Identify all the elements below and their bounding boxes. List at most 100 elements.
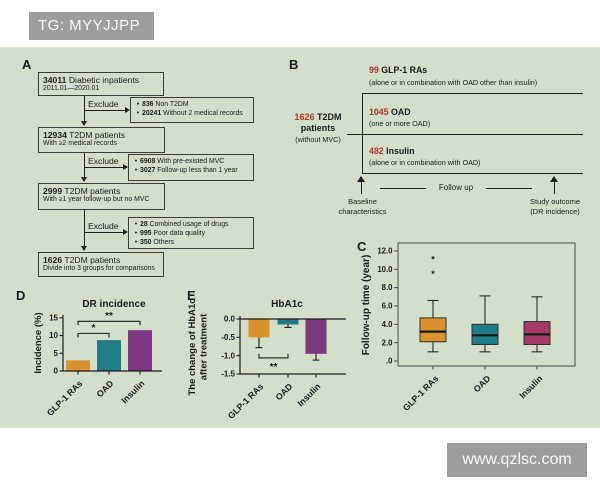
arrow-right-icon xyxy=(123,163,128,170)
arrow-down-icon xyxy=(81,177,87,182)
flow-box-t2dm-1626: 1626 T2DM patients Divide into 3 groups … xyxy=(38,252,164,277)
followup-line-left xyxy=(380,188,426,189)
branch-bracket xyxy=(362,93,363,174)
flow-box-subtitle: Divide into 3 groups for comparisons xyxy=(43,265,155,273)
exclude-item: • 20241 Without 2 medical records xyxy=(134,109,251,118)
branch-subtitle-glp1: (alone or in combination with OAD other … xyxy=(369,78,538,87)
svg-text:15: 15 xyxy=(49,313,58,322)
svg-text:*: * xyxy=(92,323,96,334)
panel-e-label: E xyxy=(187,288,196,303)
bullet-icon: • xyxy=(134,239,138,247)
exclude-item: • 350 Others xyxy=(132,238,251,247)
flow-connector xyxy=(84,110,125,111)
bullet-icon: • xyxy=(136,110,140,118)
svg-text:-1.5: -1.5 xyxy=(221,370,235,379)
branch-line-glp1 xyxy=(362,93,583,94)
exclude-item: • 3027 Follow-up less than 1 year xyxy=(132,166,251,175)
flow-box-subtitle: With ≥1 year follow-up but no MVC xyxy=(43,196,150,204)
svg-text:4.0: 4.0 xyxy=(382,320,394,329)
svg-text:HbA1c: HbA1c xyxy=(271,299,303,310)
exclude-item: • 836 Non T2DM xyxy=(134,100,251,109)
svg-text:Follow-up time (year): Follow-up time (year) xyxy=(361,255,372,356)
flow-box-title: 1626 T2DM patients xyxy=(43,255,121,265)
svg-text:GLP-1 RAs: GLP-1 RAs xyxy=(401,373,441,413)
study-outcome-label: Study outcome (DR incidence) xyxy=(529,197,581,216)
flow-box-title: 2999 T2DM patients xyxy=(43,186,121,196)
branch-title-insulin: 482 Insulin xyxy=(369,146,415,156)
exclude-box-2: • 6908 With pre-existed MVC • 3027 Follow-… xyxy=(128,154,254,181)
svg-text:DR incidence: DR incidence xyxy=(82,299,146,310)
tg-watermark-label: TG: MYYJJPP xyxy=(29,12,155,40)
branch-title-oad: 1045 OAD xyxy=(369,107,411,117)
svg-text:**: ** xyxy=(105,311,113,322)
svg-text:Insulin: Insulin xyxy=(517,373,544,400)
svg-text:2.0: 2.0 xyxy=(382,338,394,347)
followup-time-boxplot: Follow-up time (year) 12.0 10.0 8.0 6.0 4.0 2.… xyxy=(361,242,576,413)
flow-connector xyxy=(84,167,123,168)
svg-text:The change of HbA1c: The change of HbA1c xyxy=(187,298,198,395)
svg-text:GLP-1 RAs: GLP-1 RAs xyxy=(45,378,85,418)
flow-connector xyxy=(84,232,123,233)
figure-area: A B C D E 34011 Diabetic inpatients 2011… xyxy=(0,47,600,428)
arrow-up-baseline-icon xyxy=(357,176,366,194)
exclude-label: Exclude xyxy=(88,99,119,109)
branch-line-insulin xyxy=(362,173,583,174)
panel-a-label: A xyxy=(22,57,32,72)
arrow-right-icon xyxy=(123,228,128,235)
bullet-icon: • xyxy=(134,221,138,228)
svg-text:8.0: 8.0 xyxy=(382,283,394,292)
panel-b-label: B xyxy=(289,57,299,72)
svg-text:Incidence (%): Incidence (%) xyxy=(33,312,44,373)
flow-box-title: 34011 Diabetic inpatients xyxy=(43,75,140,85)
svg-text:*: * xyxy=(431,254,435,264)
bullet-icon: • xyxy=(134,158,138,165)
arrow-up-outcome-icon xyxy=(550,176,559,194)
svg-text:0.0: 0.0 xyxy=(224,315,236,324)
svg-text:OAD: OAD xyxy=(472,373,493,394)
flow-box-title: 12934 T2DM patients xyxy=(43,130,126,140)
source-group-label: 1626 T2DM patients (without MVC) xyxy=(294,112,342,144)
bullet-icon: • xyxy=(136,101,140,108)
hba1c-change-barchart: HbA1c The change of HbA1c after treatment 0… xyxy=(187,298,346,421)
arrow-right-icon xyxy=(125,106,130,113)
svg-text:6.0: 6.0 xyxy=(382,302,394,311)
arrow-down-icon xyxy=(81,246,87,251)
svg-text:10.0: 10.0 xyxy=(377,265,393,274)
svg-text:*: * xyxy=(431,269,435,279)
svg-text:0: 0 xyxy=(54,367,59,376)
svg-text:OAD: OAD xyxy=(95,378,116,399)
exclude-label: Exclude xyxy=(88,221,119,231)
exclude-box-1: • 836 Non T2DM • 20241 Without 2 medical r… xyxy=(130,97,254,123)
svg-text:after treatment: after treatment xyxy=(199,313,210,380)
svg-text:10: 10 xyxy=(49,331,58,340)
flow-box-t2dm-12934: 12934 T2DM patients With ≥2 medical reco… xyxy=(38,127,165,153)
flow-box-subtitle: 2011.01—2020.01 xyxy=(43,85,100,93)
bullet-icon: • xyxy=(134,167,138,175)
exclude-item: • 28 Combined usage of drugs xyxy=(132,220,251,229)
exclude-item: • 995 Poor data quality xyxy=(132,229,251,238)
flow-box-subtitle: With ≥2 medical records xyxy=(43,140,117,148)
flow-box-t2dm-2999: 2999 T2DM patients With ≥1 year follow-u… xyxy=(38,183,165,210)
flow-connector xyxy=(84,210,85,246)
exclude-box-3: • 28 Combined usage of drugs • 995 Poor da… xyxy=(128,217,254,249)
svg-text:GLP-1 RAs: GLP-1 RAs xyxy=(226,381,266,421)
svg-text:**: ** xyxy=(270,362,278,373)
flow-connector xyxy=(84,96,85,122)
svg-text:Insulin: Insulin xyxy=(119,378,146,405)
site-watermark-label: www.qzlsc.com xyxy=(447,443,587,477)
branch-connector xyxy=(347,134,362,135)
followup-line-right xyxy=(486,188,532,189)
branch-line-oad xyxy=(362,134,583,135)
bullet-icon: • xyxy=(134,230,138,238)
panel-d-label: D xyxy=(16,288,26,303)
arrow-down-icon xyxy=(81,121,87,126)
svg-text:-1.0: -1.0 xyxy=(221,351,235,360)
svg-text:Insulin: Insulin xyxy=(295,381,322,408)
branch-subtitle-oad: (one or more OAD) xyxy=(369,119,431,128)
panel-c-label: C xyxy=(357,239,367,254)
svg-text:.0: .0 xyxy=(386,357,393,366)
svg-text:5: 5 xyxy=(54,349,59,358)
exclude-label: Exclude xyxy=(88,156,119,166)
followup-label: Follow up xyxy=(438,183,474,192)
flow-connector xyxy=(84,153,85,177)
